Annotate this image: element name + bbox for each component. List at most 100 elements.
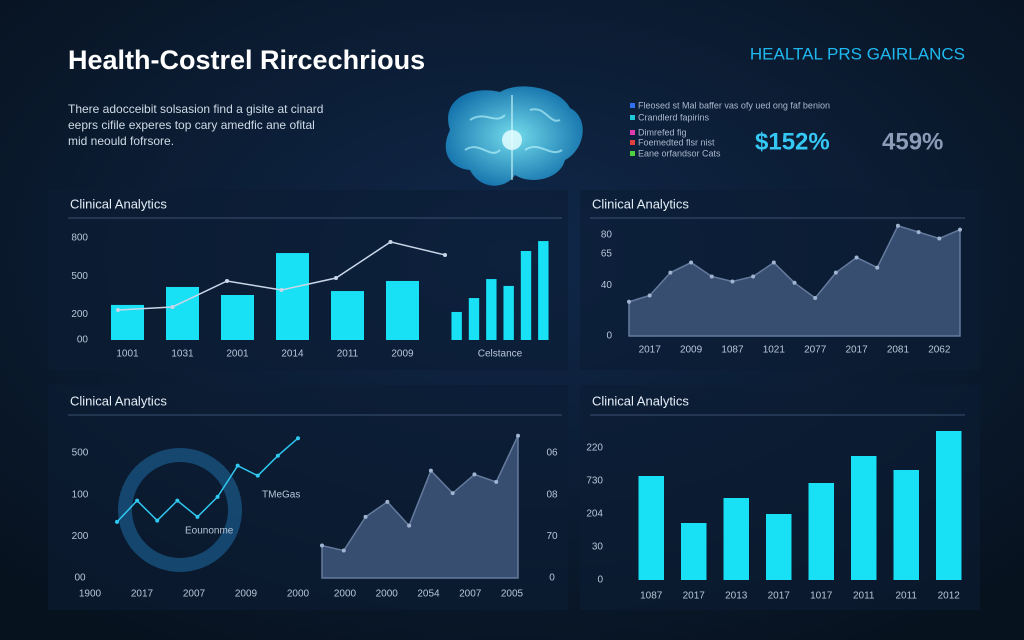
info-item: Eane orfandsor Cats [638,148,721,158]
stat: $152% [755,128,830,155]
x-tick-label: 1017 [810,591,833,602]
description: eeprs cifile experes top cary amedfic an… [68,118,315,132]
bar [766,514,792,580]
y-tick-label: 800 [71,233,88,244]
x-tick-label: 2005 [501,589,524,600]
y-tick-label: 65 [601,248,613,259]
x-tick-label: 2017 [768,591,791,602]
x-tick-label: 2077 [804,345,827,356]
point [195,514,200,519]
point [407,523,412,528]
point [627,299,631,304]
point [875,265,880,270]
x-tick-label: 2000 [376,589,399,600]
bar [221,294,254,340]
y-tick-label: 200 [72,531,89,542]
point [709,274,714,279]
point [916,230,921,235]
point [225,278,229,283]
bar [723,498,749,580]
x-tick-label: 1900 [79,589,102,600]
info-item: Fleosed st Mal baffer vas ofy ued ong fa… [638,100,830,110]
bar [386,280,419,340]
x-tick-label: 1087 [640,591,663,602]
y-tick-label: 00 [74,573,86,584]
y-tick-label: 500 [72,448,89,459]
point [958,227,962,232]
point [255,473,260,478]
point [341,548,346,553]
description: mid neould fofrsore. [68,134,174,148]
y-tick-label: 08 [546,489,558,500]
bar [893,470,919,580]
y-tick-label: 0 [606,331,612,342]
panel-title: Clinical Analytics [592,393,689,408]
point [275,453,280,458]
x-tick-label: 2011 [853,591,875,602]
info-item: Foemedted flsr nist [638,137,715,147]
bar [538,241,549,340]
point [170,304,175,309]
bar [681,523,707,580]
x-tick-label: 2012 [938,591,961,602]
brain-illustration [445,86,583,186]
annotation: TMeGas [262,490,300,501]
point [516,433,520,438]
y-tick-label: 100 [72,489,89,500]
x-tick-label: 2014 [281,349,304,360]
x-tick-label: 2054 [417,589,440,600]
panel-title: Clinical Analytics [70,196,167,211]
point [428,468,433,473]
point [334,276,338,281]
y-tick-label: 06 [546,448,558,459]
info-item: Dimrefed fig [638,127,687,137]
area [628,224,961,337]
point [155,518,160,523]
y-tick-label: 40 [601,280,613,291]
point [668,270,673,275]
x-tick-label: 2007 [459,589,482,600]
x-tick-label: 1021 [763,345,786,356]
point [235,463,240,468]
point [175,498,180,503]
x-tick-label: 2009 [680,345,703,356]
bar [486,279,497,340]
y-tick-label: 220 [586,443,603,454]
y-tick-label: 0 [549,573,555,584]
x-tick-label: 2000 [334,589,357,600]
x-axis-label: Celstance [478,349,523,360]
panel-title: Clinical Analytics [70,393,167,408]
point [771,260,776,265]
stat: 459% [882,128,943,155]
y-tick-label: 204 [586,509,603,520]
bullet-icons [630,103,635,156]
point [937,236,942,241]
x-tick-label: 1001 [116,349,139,360]
bar [276,253,309,340]
x-tick-label: 2011 [895,591,917,602]
point [647,293,652,298]
bar [331,291,364,340]
decor-ring [118,448,242,572]
bar [638,476,664,580]
y-tick-label: 30 [592,542,604,553]
point [385,499,390,504]
bar [851,456,877,580]
x-tick-label: 2017 [845,345,868,356]
y-tick-label: 500 [71,271,88,282]
point [730,279,735,284]
x-tick-label: 2017 [131,589,154,600]
y-tick-label: 200 [71,309,88,320]
title: Health-Costrel Rircechrious [68,45,425,75]
point [854,255,859,260]
point [320,543,324,548]
bar [808,483,834,580]
y-tick-label: 0 [597,575,603,586]
panel-title: Clinical Analytics [592,196,689,211]
point [450,491,455,496]
x-tick-label: 2062 [928,345,951,356]
line [116,437,299,523]
x-tick-label: 2013 [725,591,748,602]
bar [503,285,514,340]
y-tick-label: 730 [586,476,603,487]
